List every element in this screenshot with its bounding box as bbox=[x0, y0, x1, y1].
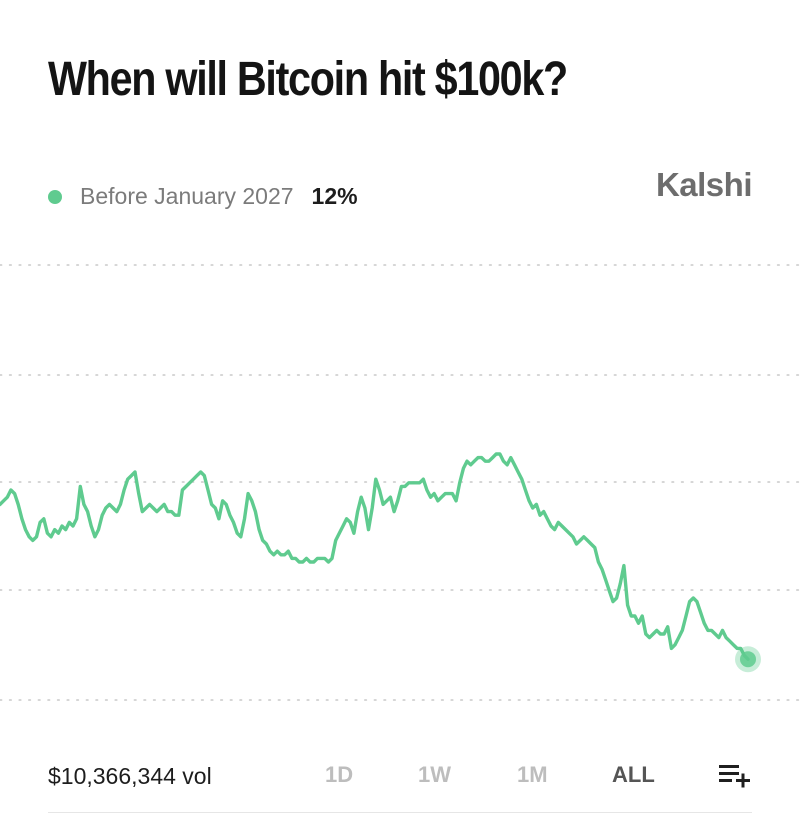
range-1m-button[interactable]: 1M bbox=[517, 762, 548, 787]
current-point-marker bbox=[740, 651, 756, 668]
page-title: When will Bitcoin hit $100k? bbox=[48, 53, 568, 106]
series-line bbox=[0, 452, 750, 661]
range-1w-button[interactable]: 1W bbox=[418, 762, 451, 787]
outcome-percentage: 12% bbox=[311, 183, 358, 209]
range-1d-button[interactable]: 1D bbox=[325, 762, 354, 787]
outcome-label: Before January 2027 bbox=[80, 183, 294, 209]
outcome-legend: Before January 2027 12% bbox=[48, 183, 358, 210]
chart-footer: $10,366,344 vol 1D 1W 1M ALL bbox=[48, 756, 752, 796]
volume-label: $10,366,344 vol bbox=[48, 762, 212, 789]
legend-dot-icon bbox=[48, 189, 62, 204]
range-all-button[interactable]: ALL bbox=[612, 762, 655, 787]
kalshi-logo: Kalshi bbox=[655, 166, 753, 203]
footer-divider bbox=[48, 812, 752, 813]
price-chart bbox=[0, 264, 800, 701]
time-range-selector: 1D 1W 1M ALL bbox=[48, 756, 752, 796]
playlist-add-icon[interactable] bbox=[718, 762, 752, 788]
